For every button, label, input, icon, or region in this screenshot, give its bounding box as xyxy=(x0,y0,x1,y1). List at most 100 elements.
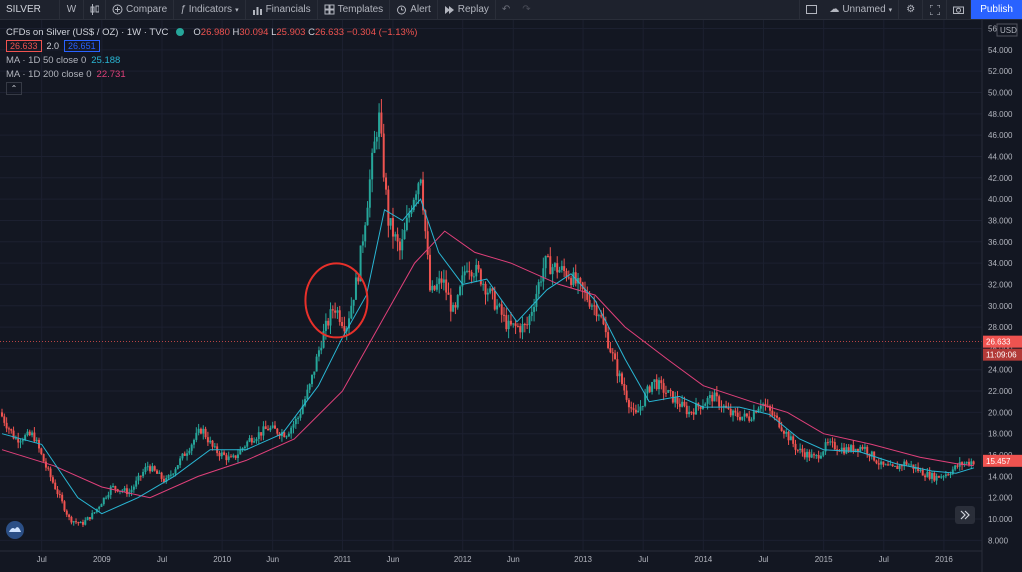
x-tick-label: Jun xyxy=(266,555,279,564)
ma200-value: 22.731 xyxy=(96,68,126,80)
candle-body xyxy=(859,446,862,452)
candle-body xyxy=(465,270,468,272)
replay-button[interactable]: Replay xyxy=(438,0,496,19)
candle-body xyxy=(542,268,545,282)
symbol-search[interactable]: SILVER xyxy=(0,0,60,19)
layout-select-button[interactable] xyxy=(799,0,823,19)
settings-button[interactable]: ⚙ xyxy=(899,0,924,19)
fullscreen-button[interactable] xyxy=(923,0,948,19)
financials-button[interactable]: Financials xyxy=(246,0,318,19)
candle-body xyxy=(921,469,924,476)
snapshot-button[interactable] xyxy=(947,0,972,19)
candle-body xyxy=(387,189,390,226)
candle-body xyxy=(33,432,36,442)
candle-body xyxy=(350,305,353,319)
candle-body xyxy=(213,446,216,448)
candle-body xyxy=(549,256,552,275)
candle-body xyxy=(759,405,762,409)
candle-body xyxy=(477,264,480,270)
candle-body xyxy=(683,401,686,406)
publish-button[interactable]: Publish xyxy=(971,0,1022,19)
alert-button[interactable]: Alert xyxy=(390,0,438,19)
candle-body xyxy=(382,133,385,178)
candle-body xyxy=(401,239,404,251)
ma-price-value: 15.457 xyxy=(986,457,1011,466)
candle-body xyxy=(852,445,855,452)
candle-body xyxy=(968,461,971,465)
candle-body xyxy=(930,473,933,479)
candle-body xyxy=(181,453,184,459)
candle-body xyxy=(17,438,20,443)
interval-label: W xyxy=(66,4,77,15)
ma50-label[interactable]: MA · 1D 50 close 0 xyxy=(6,54,87,66)
candle-body xyxy=(306,389,309,400)
candle-body xyxy=(630,407,633,409)
candle-body xyxy=(112,485,115,487)
undo-icon: ↶ xyxy=(501,4,511,15)
candle-body xyxy=(186,453,189,456)
indicators-button[interactable]: ƒ Indicators ▾ xyxy=(174,0,246,19)
scroll-to-realtime-button[interactable] xyxy=(955,506,975,524)
candle-body xyxy=(493,290,496,310)
redo-button[interactable]: ↷ xyxy=(516,0,536,19)
candle-body xyxy=(338,310,341,322)
financials-label: Financials xyxy=(265,4,311,15)
candle-body xyxy=(500,304,503,315)
candle-body xyxy=(21,440,24,442)
collapse-legend-button[interactable]: ⌃ xyxy=(6,81,22,95)
close-label: C xyxy=(308,26,315,38)
candle-body xyxy=(829,441,832,443)
compare-button[interactable]: Compare xyxy=(106,0,175,19)
layout-name-button[interactable]: ☁ Unnamed ▾ xyxy=(823,0,900,19)
candle-body xyxy=(199,428,202,434)
candle-body xyxy=(3,416,6,423)
price-chart[interactable]: 8.00010.00012.00014.00016.00018.00020.00… xyxy=(0,20,1022,572)
y-tick-label: 34.000 xyxy=(988,259,1013,268)
candle-body xyxy=(833,442,836,450)
candle-body xyxy=(188,450,191,454)
candle-body xyxy=(937,475,940,478)
undo-button[interactable]: ↶ xyxy=(496,0,516,19)
candle-body xyxy=(553,263,556,268)
chart-style-button[interactable] xyxy=(84,0,106,19)
candle-body xyxy=(972,461,975,465)
interval-selector[interactable]: W xyxy=(60,0,84,19)
candle-body xyxy=(590,305,593,307)
candle-body xyxy=(135,480,138,487)
camera-icon xyxy=(953,6,965,14)
sell-price-box[interactable]: 26.633 xyxy=(6,40,42,52)
candle-body xyxy=(72,521,75,523)
candle-body xyxy=(496,305,499,310)
candle-body xyxy=(667,390,670,393)
buy-price-box[interactable]: 26.651 xyxy=(64,40,100,52)
high-label: H xyxy=(232,26,240,38)
candle-body xyxy=(310,374,313,385)
compare-label: Compare xyxy=(126,4,168,15)
candle-body xyxy=(706,398,709,404)
candle-body xyxy=(752,411,755,420)
candle-body xyxy=(130,489,133,493)
candle-body xyxy=(586,291,589,300)
candle-body xyxy=(290,427,293,434)
countdown-tag xyxy=(983,348,1022,361)
candle-body xyxy=(14,438,17,440)
candle-body xyxy=(646,386,649,394)
candle-body xyxy=(942,476,945,478)
change-value: −0.304 (−1.13%) xyxy=(346,26,418,38)
candle-body xyxy=(574,272,577,284)
ma200-label[interactable]: MA · 1D 200 close 0 xyxy=(6,68,92,80)
candle-body xyxy=(896,465,899,470)
candle-body xyxy=(826,442,829,444)
annotation-circle xyxy=(304,262,369,339)
candle-body xyxy=(887,464,890,466)
candle-body xyxy=(669,390,672,392)
templates-button[interactable]: Templates xyxy=(318,0,391,19)
candle-body xyxy=(620,373,623,385)
candle-body xyxy=(970,461,973,465)
candle-body xyxy=(933,473,936,481)
plus-circle-icon xyxy=(112,4,123,15)
candle-body xyxy=(417,183,420,195)
candle-body xyxy=(1,412,3,417)
x-tick-label: Jul xyxy=(157,555,167,564)
x-tick-label: Jul xyxy=(37,555,47,564)
